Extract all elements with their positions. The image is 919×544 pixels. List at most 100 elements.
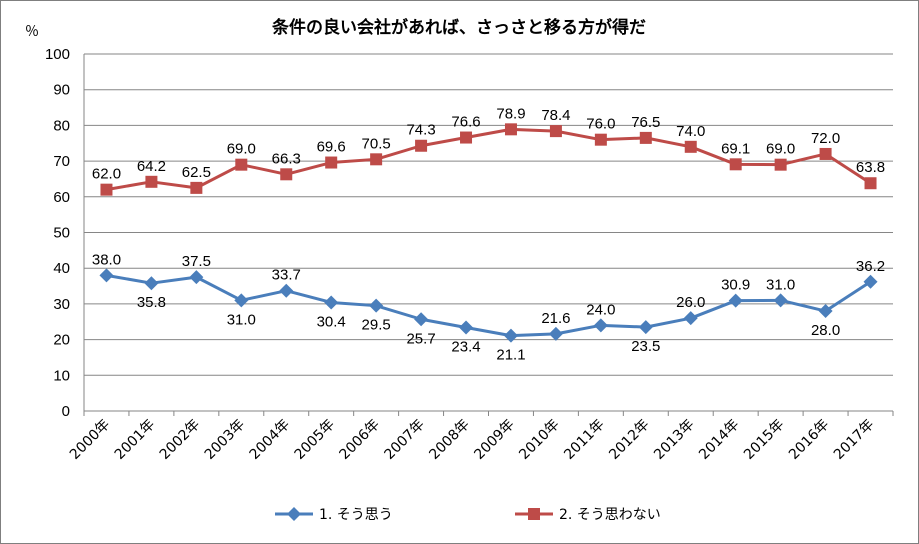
y-tick-label: 50 bbox=[53, 225, 70, 242]
data-label: 76.5 bbox=[631, 114, 660, 131]
data-label: 72.0 bbox=[811, 130, 840, 147]
data-label: 76.6 bbox=[451, 114, 480, 131]
data-label: 70.5 bbox=[362, 135, 391, 152]
x-tick-label: 2008年 bbox=[426, 417, 472, 463]
data-label: 25.7 bbox=[406, 330, 435, 347]
data-label: 74.0 bbox=[676, 123, 705, 140]
data-labels: 38.0 35.8 37.5 31.0 33.7 30.4 29.5 25.7 23.4 21.1… bbox=[92, 105, 885, 363]
data-point bbox=[189, 270, 204, 285]
legend-label: 1. そう思う bbox=[319, 507, 393, 523]
data-point bbox=[638, 320, 653, 335]
data-point bbox=[683, 311, 698, 326]
x-tick-label: 2013年 bbox=[651, 417, 697, 463]
data-point bbox=[370, 153, 383, 166]
x-tick-label: 2010年 bbox=[516, 417, 562, 463]
y-tick-label: 70 bbox=[53, 153, 70, 170]
data-label: 38.0 bbox=[92, 251, 121, 268]
data-point bbox=[774, 158, 787, 171]
data-point bbox=[729, 158, 742, 171]
data-label: 23.5 bbox=[631, 338, 660, 355]
data-label: 30.9 bbox=[721, 277, 750, 294]
y-tick-label: 30 bbox=[53, 296, 70, 313]
data-label: 37.5 bbox=[182, 253, 211, 270]
data-label: 76.0 bbox=[586, 116, 615, 133]
series-line bbox=[106, 127, 872, 192]
data-point bbox=[279, 283, 294, 298]
x-tick-label: 2005年 bbox=[292, 417, 338, 463]
x-tick-label: 2001年 bbox=[112, 417, 158, 463]
data-point bbox=[460, 131, 473, 144]
data-point bbox=[99, 268, 114, 283]
data-label: 63.8 bbox=[856, 159, 885, 176]
x-tick-label: 2004年 bbox=[247, 417, 293, 463]
y-tick-label: 90 bbox=[53, 82, 70, 99]
data-point bbox=[235, 158, 248, 171]
data-label: 31.0 bbox=[766, 276, 795, 293]
x-tick-label: 2000年 bbox=[67, 417, 113, 463]
data-point bbox=[414, 312, 429, 327]
data-label: 21.1 bbox=[496, 347, 525, 364]
data-label: 69.1 bbox=[721, 140, 750, 157]
data-point bbox=[369, 298, 384, 313]
data-point bbox=[100, 183, 113, 196]
x-tick-label: 2002年 bbox=[157, 417, 203, 463]
data-label: 62.0 bbox=[92, 166, 121, 183]
x-tick-label: 2007年 bbox=[381, 417, 427, 463]
y-tick-label: 100 bbox=[45, 46, 70, 63]
data-point bbox=[459, 320, 474, 335]
legend-marker bbox=[287, 507, 301, 521]
series-group bbox=[99, 123, 878, 343]
data-label: 33.7 bbox=[272, 267, 301, 284]
data-point bbox=[324, 295, 339, 310]
data-point bbox=[773, 293, 788, 308]
y-axis-unit: ％ bbox=[25, 24, 39, 40]
data-point bbox=[864, 177, 877, 190]
data-label: 26.0 bbox=[676, 294, 705, 311]
data-label: 21.6 bbox=[541, 310, 570, 327]
x-tick-label: 2014年 bbox=[696, 417, 742, 463]
data-label: 64.2 bbox=[137, 158, 166, 175]
data-label: 36.2 bbox=[856, 258, 885, 275]
y-tick-label: 40 bbox=[53, 260, 70, 277]
data-point bbox=[144, 276, 159, 291]
data-label: 23.4 bbox=[451, 338, 480, 355]
data-point bbox=[145, 175, 158, 188]
data-point bbox=[234, 293, 249, 308]
x-tick-label: 2015年 bbox=[741, 417, 787, 463]
x-tick-label: 2009年 bbox=[471, 417, 517, 463]
x-tick-label: 2006年 bbox=[337, 417, 383, 463]
data-label: 28.0 bbox=[811, 322, 840, 339]
x-tick-labels: 2000年2001年2002年2003年2004年2005年2006年2007年… bbox=[67, 417, 877, 463]
data-point bbox=[819, 147, 832, 160]
data-point bbox=[190, 181, 203, 194]
data-point bbox=[684, 140, 697, 153]
y-tick-label: 20 bbox=[53, 332, 70, 349]
data-point bbox=[548, 326, 563, 341]
y-tick-label: 60 bbox=[53, 189, 70, 206]
data-label: 78.4 bbox=[541, 107, 570, 124]
series-line bbox=[106, 273, 872, 338]
data-point bbox=[593, 318, 608, 333]
data-point bbox=[728, 293, 743, 308]
data-label: 31.0 bbox=[227, 311, 256, 328]
legend-label: 2. そう思わない bbox=[559, 507, 661, 523]
data-label: 24.0 bbox=[586, 301, 615, 318]
data-point bbox=[415, 139, 428, 152]
y-tick-label: 0 bbox=[62, 403, 70, 420]
data-point bbox=[504, 123, 517, 136]
data-point bbox=[549, 125, 562, 138]
chart-title: 条件の良い会社があれば、さっさと移る方が得だ bbox=[271, 17, 646, 38]
data-point bbox=[639, 131, 652, 144]
x-tick-label: 2016年 bbox=[786, 417, 832, 463]
data-point bbox=[503, 328, 518, 343]
x-tick-label: 2011年 bbox=[561, 417, 607, 463]
data-point bbox=[594, 133, 607, 146]
data-label: 66.3 bbox=[272, 150, 301, 167]
y-tick-label: 80 bbox=[53, 117, 70, 134]
data-label: 78.9 bbox=[496, 105, 525, 122]
x-tick-label: 2012年 bbox=[606, 417, 652, 463]
data-point bbox=[863, 274, 878, 289]
data-label: 29.5 bbox=[362, 317, 391, 334]
